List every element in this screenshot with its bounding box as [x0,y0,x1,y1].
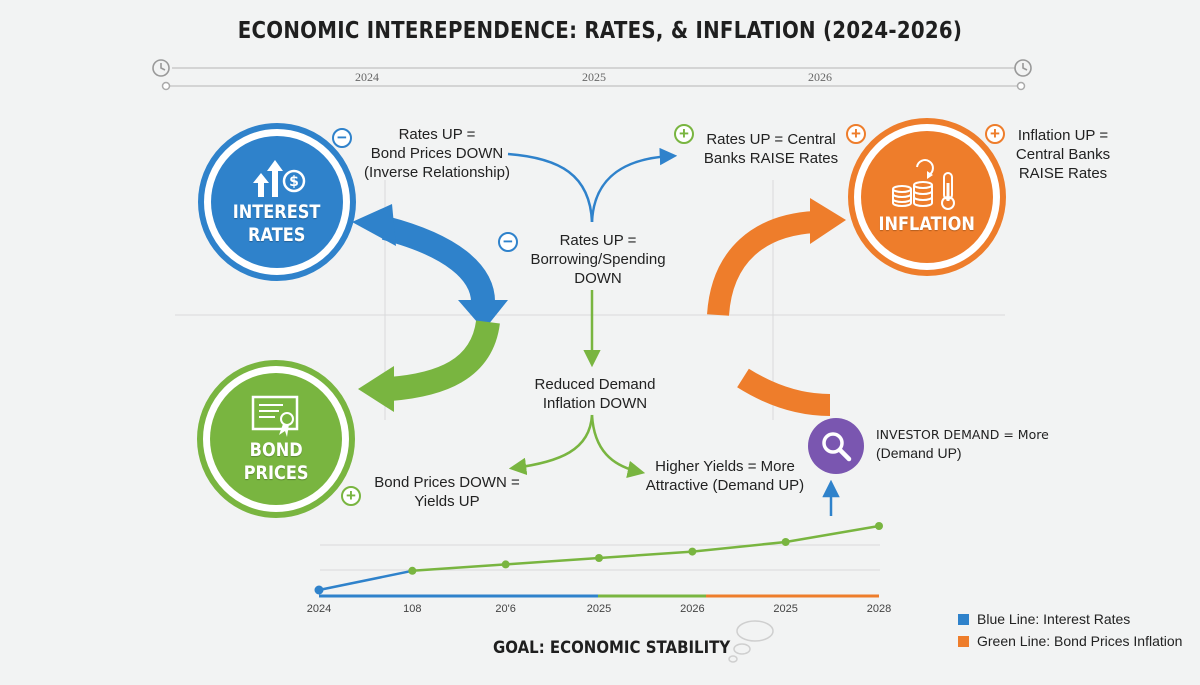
inflation-label: INFLATION [878,212,976,235]
chart-point [781,538,790,546]
x-tick-label: 2025 [586,603,612,615]
bond-prices-label-2: PRICES [243,462,309,484]
note-line: (Demand UP) [876,445,962,461]
chart-point [875,522,883,530]
rising-arrows-dollar-icon: $ [253,160,306,197]
x-tick-label: 2025 [773,603,798,615]
bond-prices-node: BOND PRICES [197,360,355,518]
note-line: Yields UP [414,493,480,510]
chart-legend: Blue Line: Interest Rates Green Line: Bo… [958,611,1182,649]
note-line: Bond Prices DOWN [370,145,504,162]
plus-sign-icon: + [341,486,361,506]
chart-point [501,560,510,569]
chart-point [595,554,603,562]
goal-label: GOAL: ECONOMIC STABILITY [493,638,731,658]
note-line: Inflation DOWN [542,395,648,412]
x-tick-label: 2028 [866,603,892,615]
interest-rates-node: $ INTEREST RATES [198,123,356,281]
note-rates-borrowing: Rates UP = Borrowing/Spending DOWN [518,231,678,288]
green-curve-arrow [388,319,500,401]
chart-point [408,566,417,575]
flow-arrow-top [507,152,594,223]
legend-label: Green Line: Bond Prices Inflation [977,633,1183,649]
interest-rates-label-1: INTEREST [233,201,321,223]
legend-item: Green Line: Bond Prices Inflation [958,633,1182,649]
flow-arrow-left [508,414,594,476]
timeline-year-2025: 2025 [582,70,606,84]
note-line: Central Banks [1015,146,1111,163]
certificate-icon [251,395,299,437]
x-tick-label: 2026 [680,603,705,615]
note-line: Reduced Demand [534,376,656,393]
coins-thermometer-icon [892,158,955,210]
note-inflation-central: Inflation UP = Central Banks RAISE Rates [1003,126,1123,183]
thought-bubble-icon [728,620,774,663]
series-line-interest-rates [318,569,413,592]
note-line: Attractive (Demand UP) [645,477,805,494]
x-tick-label: 2024 [306,603,332,615]
note-investor-demand: INVESTOR DEMAND = More (Demand UP) [876,425,1056,463]
note-line: Inflation UP = [1017,127,1109,144]
note-line: Rates UP = Central [706,131,836,148]
note-rates-bond: Rates UP = Bond Prices DOWN (Inverse Rel… [352,125,522,182]
legend-swatch [958,635,969,647]
note-line: Banks RAISE Rates [703,150,839,167]
legend-item: Blue Line: Interest Rates [958,611,1182,627]
clock-icon [152,59,170,77]
note-higher-yields: Higher Yields = More Attractive (Demand … [640,457,810,495]
svg-text:$: $ [289,174,299,190]
x-tick-label: 108 [403,603,422,615]
note-line: Rates UP = [559,232,637,249]
note-line: Bond Prices DOWN = [374,474,520,491]
bond-prices-label-1: BOND [249,439,303,461]
clock-icon [1014,59,1032,77]
plus-sign-icon: + [985,124,1005,144]
page-title: ECONOMIC INTEREPENDENCE: RATES, & INFLAT… [237,18,963,44]
timeline-year-2026: 2026 [808,70,832,84]
note-line: INVESTOR DEMAND = More [876,427,1049,442]
x-tick-label: 20'6 [495,603,516,615]
legend-swatch [958,613,969,625]
investor-node [808,418,864,474]
orange-up-arrow [707,211,816,317]
note-bond-yields: Bond Prices DOWN = Yields UP [372,473,522,511]
timeline [161,67,1026,91]
note-line: Higher Yields = More [655,458,795,475]
minus-sign-icon: − [332,128,352,148]
timeline-year-2024: 2024 [355,70,379,84]
chart-point [314,585,324,595]
orange-down-arrow [737,368,831,416]
note-rates-central: Rates UP = Central Banks RAISE Rates [696,130,846,168]
line-chart [314,522,883,598]
rates-to-bonds-arrow [381,216,496,306]
series-line-bond-prices [412,524,880,573]
note-line: DOWN [574,270,622,287]
note-line: RAISE Rates [1018,165,1108,182]
flow-arrow-top-right [590,147,678,223]
legend-label: Blue Line: Interest Rates [977,611,1131,627]
chart-point [688,547,697,556]
magnifier-icon [822,432,852,462]
minus-sign-icon: − [498,232,518,252]
plus-sign-icon: + [846,124,866,144]
note-reduced-demand: Reduced Demand Inflation DOWN [515,375,675,413]
interest-rates-label-2: RATES [248,224,306,246]
plus-sign-icon: + [674,124,694,144]
flow-arrow-right [590,414,646,478]
note-line: Rates UP = [398,126,476,143]
inflation-node: INFLATION [848,118,1006,276]
note-line: Borrowing/Spending [530,251,666,268]
note-line: (Inverse Relationship) [364,164,510,181]
